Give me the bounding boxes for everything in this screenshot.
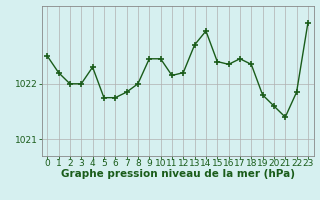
X-axis label: Graphe pression niveau de la mer (hPa): Graphe pression niveau de la mer (hPa)	[60, 169, 295, 179]
